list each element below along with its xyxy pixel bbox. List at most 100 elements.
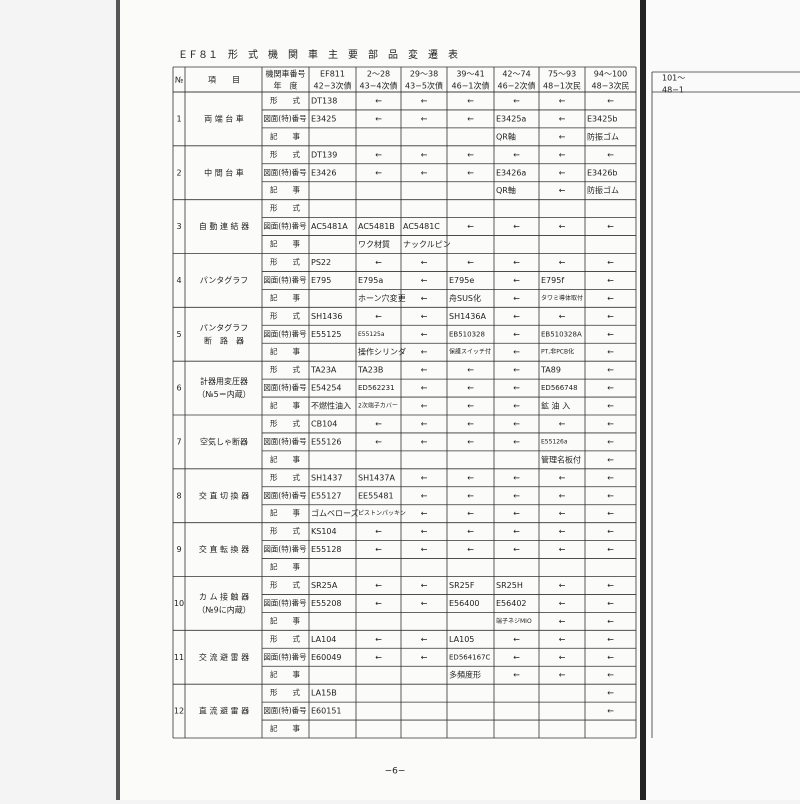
table-cell: ←	[607, 150, 614, 159]
table-cell: ←	[513, 222, 520, 231]
table-cell: ←	[607, 294, 614, 303]
table-cell: ←	[607, 707, 614, 716]
table-cell: ←	[467, 527, 474, 536]
table-cell: ←	[559, 509, 566, 518]
table-cell: ←	[559, 168, 566, 177]
row-label: 図面(特)番号	[263, 651, 306, 661]
table-cell: PS22	[311, 258, 331, 267]
group-label: 交 直 切 換 器	[199, 490, 249, 500]
table-cell: ←	[607, 402, 614, 411]
table-cell: ←	[421, 384, 428, 393]
row-label: 形 式	[270, 579, 300, 589]
table-cell: 端子ネジMIO	[496, 617, 532, 625]
table-cell: ←	[559, 222, 566, 231]
table-cell: AC5481B	[358, 222, 395, 231]
table-cell: ED566748	[541, 384, 578, 392]
row-label: 記 事	[270, 615, 300, 625]
table-cell: ←	[375, 168, 382, 177]
table-cell: ←	[375, 653, 382, 662]
table-cell: ナックルピン	[403, 240, 451, 249]
table-cell: ←	[421, 419, 428, 428]
header-cell: 年 度	[274, 81, 298, 91]
table-cell: ←	[607, 419, 614, 428]
row-label: 記 事	[270, 185, 300, 195]
row-label: 記 事	[270, 562, 300, 572]
table-cell: ←	[559, 653, 566, 662]
table-cell: ←	[513, 294, 520, 303]
table-cell: ←	[607, 312, 614, 321]
table-cell: QR軸	[496, 185, 516, 195]
table-cell: ←	[467, 96, 474, 105]
table-cell: ←	[421, 527, 428, 536]
table-cell: ←	[421, 509, 428, 518]
table-cell: ←	[375, 150, 382, 159]
page-edge	[116, 0, 120, 800]
table-cell: ←	[607, 617, 614, 626]
row-label: 形 式	[270, 95, 300, 105]
table-cell: ←	[559, 132, 566, 141]
table-cell: 操作シリンダ	[358, 347, 406, 357]
table-cell: ←	[607, 222, 614, 231]
table-cell: 保護スイッチ付	[449, 348, 491, 356]
table-cell: SH1437A	[358, 473, 395, 482]
table-cell: TA23B	[357, 366, 383, 375]
table-cell: ←	[559, 186, 566, 195]
row-label: 図面(特)番号	[263, 274, 306, 284]
next-page-text: 48−1	[662, 86, 684, 95]
table-cell: E60151	[311, 707, 342, 716]
table-cell: ←	[607, 509, 614, 518]
table-cell: E795	[311, 276, 331, 285]
table-cell: ←	[375, 437, 382, 446]
table-cell: E795e	[449, 276, 474, 285]
row-label: 形 式	[270, 364, 300, 374]
table-cell: E3425a	[496, 114, 526, 123]
row-label: 形 式	[270, 310, 300, 320]
table-cell: ←	[559, 491, 566, 500]
table-cell: ←	[559, 599, 566, 608]
table-cell: ←	[421, 473, 428, 482]
table-cell: ←	[607, 348, 614, 357]
table-cell: ←	[375, 312, 382, 321]
table-cell: ←	[513, 437, 520, 446]
header-cell: 75〜93	[548, 70, 576, 79]
table-cell: E3425b	[587, 114, 618, 123]
table-cell: ←	[467, 114, 474, 123]
group-label: 直 流 避 雷 器	[199, 706, 249, 716]
group-no: 4	[176, 276, 181, 285]
table-cell: ←	[375, 635, 382, 644]
row-label: 形 式	[270, 203, 300, 213]
table-cell: ←	[607, 635, 614, 644]
header-cell: EF811	[320, 70, 345, 79]
table-cell: ←	[467, 402, 474, 411]
table-cell: ←	[421, 96, 428, 105]
table-cell: AC5481A	[311, 222, 348, 231]
table-cell: ←	[513, 258, 520, 267]
row-label: 記 事	[270, 131, 300, 141]
group-no: 3	[176, 222, 181, 231]
group-no: 1	[176, 114, 181, 123]
header-item: 項 目	[208, 76, 240, 85]
table-cell: ←	[467, 545, 474, 554]
group-no: 6	[176, 384, 181, 393]
table-cell: ←	[559, 419, 566, 428]
row-label: 記 事	[270, 346, 300, 356]
table-cell: ←	[559, 617, 566, 626]
group-label: （№5＝内蔵）	[197, 389, 250, 399]
group-label: 自 動 連 結 器	[199, 221, 249, 231]
table-cell: ←	[607, 384, 614, 393]
table-cell: SR25H	[496, 581, 523, 590]
table-cell: ←	[559, 96, 566, 105]
table-cell: ←	[513, 419, 520, 428]
table-cell: 多頻度形	[449, 670, 481, 680]
table-cell: E795f	[541, 276, 564, 285]
row-label: 記 事	[270, 508, 300, 518]
header-cell: 42−3次債	[314, 81, 352, 91]
table-cell: ←	[375, 581, 382, 590]
table-cell: ←	[421, 258, 428, 267]
table-cell: ←	[421, 330, 428, 339]
table-cell: ←	[607, 437, 614, 446]
row-label: 形 式	[270, 526, 300, 536]
table-cell: ←	[421, 635, 428, 644]
row-label: 図面(特)番号	[263, 490, 306, 500]
table-cell: ←	[607, 527, 614, 536]
